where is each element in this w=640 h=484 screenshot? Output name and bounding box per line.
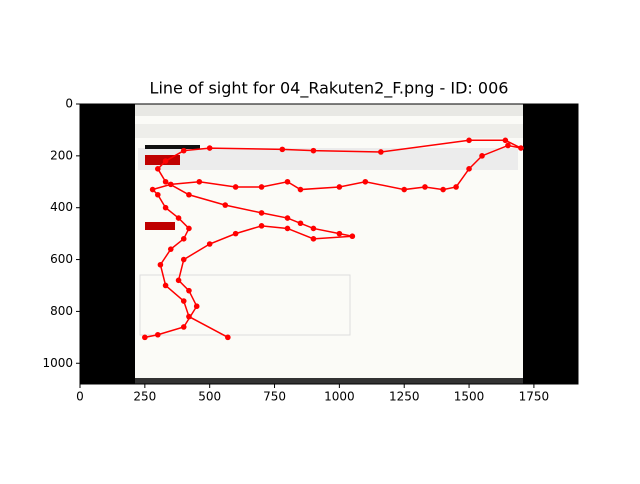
gaze-point bbox=[310, 236, 317, 242]
x-tick-label: 250 bbox=[133, 390, 156, 404]
gaze-point bbox=[162, 204, 169, 211]
toolbar bbox=[135, 124, 523, 138]
gaze-point bbox=[180, 236, 187, 242]
gaze-point bbox=[180, 298, 187, 304]
gaze-point bbox=[362, 178, 369, 185]
x-tick-label: 1500 bbox=[454, 390, 485, 404]
x-tick-label: 1750 bbox=[519, 390, 550, 404]
gaze-point bbox=[284, 215, 291, 221]
gaze-point bbox=[186, 313, 192, 320]
gaze-point bbox=[155, 331, 161, 338]
gaze-point bbox=[284, 178, 291, 185]
y-tick-label: 600 bbox=[50, 252, 73, 266]
gaze-point bbox=[180, 256, 187, 263]
gaze-point bbox=[162, 158, 169, 164]
gaze-point bbox=[297, 220, 304, 227]
gaze-point bbox=[186, 225, 192, 232]
gaze-path bbox=[144, 139, 522, 339]
gaze-point bbox=[378, 149, 384, 155]
logo bbox=[145, 155, 180, 165]
axes-frame bbox=[79, 103, 579, 385]
redaction bbox=[145, 145, 200, 149]
gaze-point bbox=[466, 166, 472, 172]
gaze-point bbox=[479, 153, 485, 159]
gaze-point bbox=[310, 147, 317, 154]
gaze-point bbox=[162, 282, 169, 289]
gaze-point bbox=[279, 146, 286, 153]
background-image bbox=[80, 104, 578, 384]
gaze-point bbox=[258, 210, 265, 216]
gaze-point bbox=[336, 184, 343, 190]
y-tick-label: 1000 bbox=[42, 356, 73, 370]
gaze-point bbox=[162, 178, 169, 185]
y-tick-label: 0 bbox=[65, 97, 73, 111]
gaze-point bbox=[466, 137, 472, 144]
gaze-point bbox=[196, 178, 203, 185]
gaze-point bbox=[186, 191, 192, 198]
taskbar bbox=[135, 378, 523, 384]
y-tick-label: 400 bbox=[50, 200, 73, 214]
gaze-point bbox=[336, 230, 343, 237]
notice-box bbox=[139, 274, 351, 336]
gaze-point bbox=[401, 186, 408, 193]
gaze-point bbox=[206, 145, 213, 151]
gaze-point bbox=[502, 137, 509, 144]
gaze-point bbox=[225, 334, 231, 341]
gaze-point bbox=[186, 287, 192, 294]
gaze-point bbox=[180, 324, 187, 330]
gaze-point bbox=[193, 303, 200, 310]
gaze-point bbox=[167, 246, 174, 252]
gaze-point bbox=[258, 184, 265, 190]
chart-title: Line of sight for 04_Rakuten2_F.png - ID… bbox=[150, 79, 509, 99]
gaze-point bbox=[518, 145, 524, 151]
header-band bbox=[138, 148, 518, 170]
x-tick-label: 750 bbox=[263, 390, 286, 404]
gaze-point bbox=[284, 225, 291, 232]
gaze-point bbox=[142, 334, 148, 341]
gaze-point bbox=[149, 186, 156, 193]
gaze-point bbox=[505, 142, 511, 149]
gaze-point bbox=[422, 184, 428, 190]
gaze-point bbox=[180, 147, 187, 154]
y-tick-label: 800 bbox=[50, 304, 73, 318]
gaze-point bbox=[206, 241, 213, 247]
gaze-point bbox=[155, 191, 161, 198]
gaze-point bbox=[310, 225, 317, 232]
gaze-point bbox=[349, 233, 356, 240]
gaze-point bbox=[453, 184, 459, 190]
gaze-point bbox=[155, 166, 161, 172]
gaze-point bbox=[297, 186, 304, 193]
gaze-point bbox=[175, 215, 182, 221]
window-bar bbox=[135, 104, 523, 116]
x-tick-label: 1000 bbox=[324, 390, 355, 404]
gaze-point bbox=[440, 186, 446, 193]
gaze-point bbox=[232, 230, 239, 237]
x-tick-label: 0 bbox=[76, 390, 84, 404]
gaze-point bbox=[167, 181, 174, 188]
x-tick-label: 500 bbox=[198, 390, 221, 404]
gaze-point bbox=[175, 277, 182, 284]
gaze-point bbox=[157, 261, 164, 268]
gaze-point bbox=[232, 184, 239, 190]
x-tick-label: 1250 bbox=[389, 390, 420, 404]
y-tick-label: 200 bbox=[50, 148, 73, 162]
button bbox=[145, 222, 175, 230]
gaze-point bbox=[222, 202, 229, 208]
gaze-point bbox=[258, 223, 265, 229]
